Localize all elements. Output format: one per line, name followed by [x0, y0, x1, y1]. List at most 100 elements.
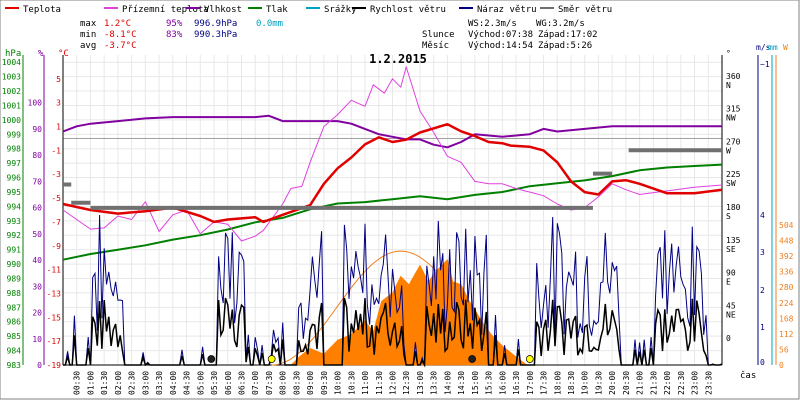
tick-dir-6: 90: [726, 269, 736, 278]
tick-w-9: 0: [779, 361, 784, 370]
tick-temp-3: -1: [51, 146, 61, 155]
tick-temp-10: -15: [47, 313, 62, 322]
tick-w-0: 504: [779, 221, 794, 230]
axes: hPa1004100310021001100099999899799699599…: [2, 43, 794, 395]
tick-x-1: 01:00: [86, 371, 95, 395]
tick-dirname-2: W: [726, 146, 731, 155]
axis-pct-label: %: [38, 49, 44, 59]
tick-ms-5: 0: [760, 358, 765, 367]
marker-3: [468, 355, 476, 363]
axis-mm-label: mm: [768, 43, 778, 52]
tick-x-26: 13:30: [430, 371, 439, 395]
stat-moon-set: Západ:5:26: [538, 41, 592, 51]
tick-dir-1: 315: [726, 105, 741, 114]
tick-dirname-5: SE: [726, 245, 736, 254]
tick-x-15: 08:00: [279, 371, 288, 395]
series-vlhkost: [62, 114, 722, 149]
legend-label-4: Srážky: [324, 5, 357, 15]
tick-dir-7: 45: [726, 301, 736, 310]
tick-x-22: 11:30: [375, 371, 384, 395]
tick-x-37: 19:00: [581, 371, 590, 395]
tick-dirname-1: NW: [726, 114, 736, 123]
axis-hpa-label: hPa: [5, 49, 21, 59]
tick-hpa-4: 1000: [2, 116, 21, 125]
legend-label-7: Směr větru: [558, 5, 612, 15]
tick-hpa-10: 994: [7, 202, 22, 211]
tick-hpa-21: 983: [7, 361, 22, 370]
wind-direction-series: [63, 148, 722, 210]
tick-pct-7: 30: [32, 282, 42, 291]
tick-dir-0: 360: [726, 72, 741, 81]
tick-temp-0: 5: [56, 75, 61, 84]
legend-label-5: Rychlost větru: [370, 5, 446, 15]
tick-x-3: 02:00: [114, 371, 123, 395]
legend-label-3: Tlak: [266, 5, 288, 15]
tick-x-10: 05:30: [210, 371, 219, 395]
tick-x-20: 10:30: [347, 371, 356, 395]
tick-x-39: 20:00: [608, 371, 617, 395]
axis-degc-label: °C: [58, 49, 69, 59]
tick-temp-11: -17: [47, 337, 62, 346]
tick-hpa-14: 990: [7, 260, 22, 269]
tick-x-13: 07:00: [251, 371, 260, 395]
tick-temp-9: -13: [47, 289, 62, 298]
tick-x-5: 03:00: [141, 371, 150, 395]
wind-lines: [63, 214, 723, 368]
tick-temp-6: -7: [51, 218, 61, 227]
stat-press-max: 996.9hPa: [194, 19, 237, 29]
tick-x-21: 11:00: [361, 371, 370, 395]
legend-label-1: Přízemní teplota: [122, 5, 209, 15]
tick-x-2: 01:30: [100, 371, 109, 395]
tick-x-40: 20:30: [622, 371, 631, 395]
tick-ms-4: 1: [760, 323, 765, 332]
tick-temp-4: -3: [51, 170, 61, 179]
stat-hum-max: 95%: [166, 19, 183, 29]
legend-label-0: Teplota: [23, 5, 61, 15]
tick-pct-4: 60: [32, 204, 42, 213]
tick-dirname-7: NE: [726, 310, 736, 319]
axis-ms-label: m/s: [756, 43, 771, 52]
tick-hpa-15: 989: [7, 274, 22, 283]
tick-ms-0: ~1: [760, 60, 770, 69]
tick-w-8: 56: [779, 345, 789, 354]
tick-x-25: 13:00: [416, 371, 425, 395]
tick-x-35: 18:00: [553, 371, 562, 395]
tick-hpa-19: 985: [7, 332, 22, 341]
tick-hpa-3: 1001: [2, 101, 21, 110]
stat-wg: WG:3.2m/s: [536, 19, 585, 29]
tick-w-2: 392: [779, 252, 794, 261]
axis-w-label: W: [783, 43, 788, 52]
tick-x-31: 16:00: [498, 371, 507, 395]
tick-temp-2: 1: [56, 123, 61, 132]
tick-hpa-1: 1003: [2, 73, 21, 82]
tick-x-0: 00:30: [73, 371, 82, 395]
tick-hpa-6: 998: [7, 145, 22, 154]
tick-x-11: 06:00: [224, 371, 233, 395]
tick-hpa-8: 996: [7, 174, 22, 183]
tick-pct-1: 90: [32, 125, 42, 134]
tick-pct-3: 70: [32, 177, 42, 186]
marker-0: [267, 355, 276, 363]
tick-dirname-4: S: [726, 212, 731, 221]
tick-x-28: 14:30: [457, 371, 466, 395]
tick-temp-5: -5: [51, 194, 61, 203]
sun-moon-markers: [207, 355, 534, 363]
stat-temp-max: 1.2°C: [104, 19, 131, 29]
tick-x-24: 12:30: [402, 371, 411, 395]
tick-hpa-2: 1002: [2, 87, 21, 96]
tick-hpa-20: 984: [7, 347, 22, 356]
tick-x-29: 15:00: [471, 371, 480, 395]
tick-hpa-13: 991: [7, 246, 22, 255]
legend-label-6: Náraz větru: [477, 5, 537, 15]
tick-w-7: 112: [779, 330, 794, 339]
tick-x-18: 09:30: [320, 371, 329, 395]
tick-temp-8: -11: [47, 266, 62, 275]
tick-temp-12: -19: [47, 361, 62, 370]
stat-sun-set: Západ:17:02: [538, 30, 598, 40]
marker-1: [525, 355, 534, 363]
chart-title: 1.2.2015: [369, 52, 427, 66]
tick-x-33: 17:00: [526, 371, 535, 395]
